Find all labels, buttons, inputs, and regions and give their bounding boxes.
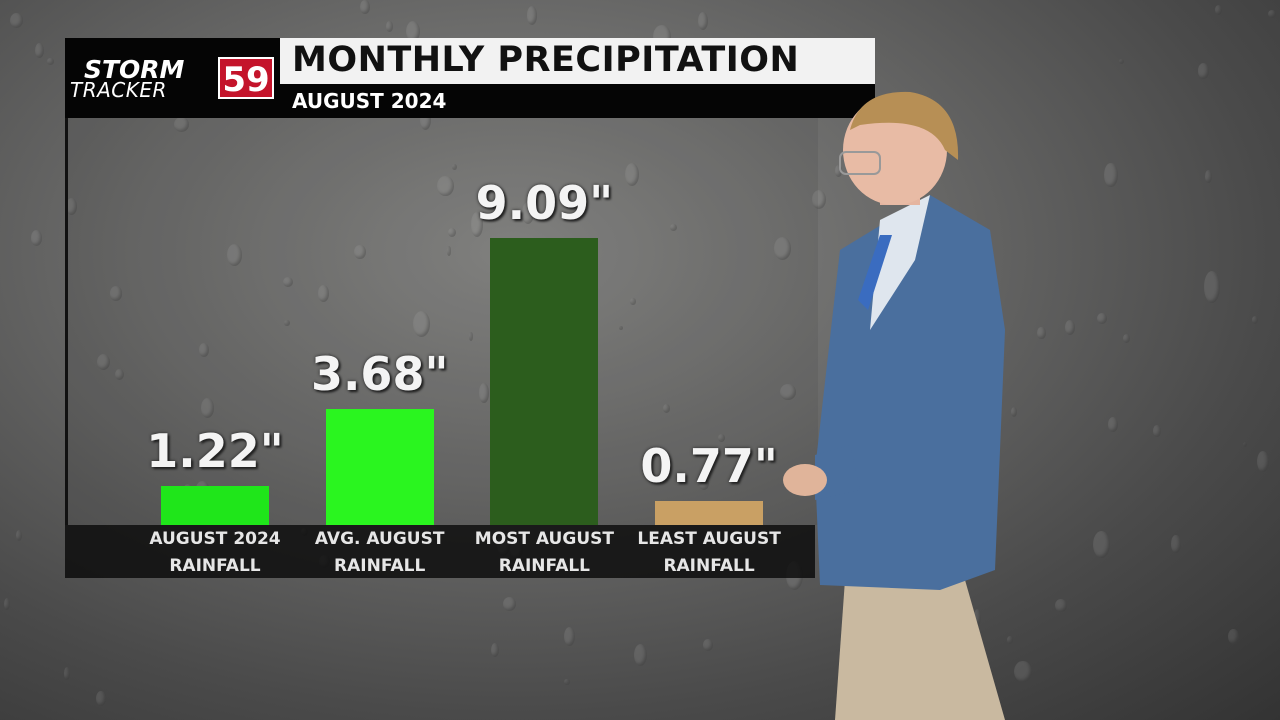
rain-drop bbox=[564, 678, 570, 686]
rain-drop bbox=[437, 176, 454, 197]
rain-drop bbox=[468, 331, 474, 341]
rain-drop bbox=[34, 43, 44, 59]
rain-drop bbox=[30, 229, 43, 246]
rain-drop bbox=[47, 58, 54, 65]
rain-drop bbox=[479, 383, 490, 403]
value-label: 1.22" bbox=[146, 424, 284, 479]
rain-drop bbox=[446, 246, 452, 256]
rain-drop bbox=[66, 198, 77, 215]
chart-subtitle: AUGUST 2024 bbox=[292, 89, 447, 113]
rain-drop bbox=[97, 353, 111, 371]
rain-drop bbox=[1242, 442, 1247, 448]
rain-drop bbox=[1257, 450, 1269, 473]
rain-drop bbox=[670, 223, 677, 231]
rain-drop bbox=[283, 276, 294, 287]
rain-drop bbox=[1007, 636, 1014, 644]
bar bbox=[325, 408, 434, 525]
rain-drop bbox=[451, 163, 457, 170]
rain-drop bbox=[633, 643, 647, 666]
rain-drop bbox=[1204, 170, 1213, 184]
rain-drop bbox=[109, 286, 123, 301]
chart-title: MONTHLY PRECIPITATION bbox=[292, 40, 800, 80]
rain-drop bbox=[1228, 629, 1239, 644]
rain-drop bbox=[773, 236, 792, 261]
rain-drop bbox=[526, 5, 538, 25]
rain-drop bbox=[624, 163, 640, 187]
x-tick-label: LEAST AUGUST RAINFALL bbox=[637, 529, 781, 576]
rain-drop bbox=[406, 20, 421, 42]
rain-drop bbox=[1104, 163, 1118, 188]
rain-drop bbox=[386, 20, 393, 32]
rain-drop bbox=[326, 352, 331, 360]
rain-drop bbox=[697, 11, 709, 31]
rain-drop bbox=[630, 297, 636, 305]
rain-drop bbox=[3, 597, 11, 611]
rain-drop bbox=[1107, 417, 1119, 433]
rain-drop bbox=[811, 190, 826, 210]
rain-drop bbox=[1268, 10, 1277, 19]
rain-drop bbox=[200, 397, 215, 418]
rain-drop bbox=[1197, 63, 1210, 79]
rain-drop bbox=[9, 12, 23, 29]
rain-drop bbox=[521, 201, 534, 224]
rain-drop bbox=[1251, 316, 1259, 325]
rain-drop bbox=[1037, 326, 1046, 340]
rain-drop bbox=[618, 325, 623, 330]
logo-text: STORM bbox=[84, 55, 185, 84]
rain-drop bbox=[1014, 660, 1032, 683]
rain-drop bbox=[563, 626, 575, 646]
label-band bbox=[65, 525, 815, 578]
rain-drop bbox=[702, 639, 714, 651]
rain-drop bbox=[63, 666, 71, 680]
rain-drop bbox=[503, 597, 517, 612]
rain-drop bbox=[95, 690, 106, 707]
rain-drop bbox=[226, 244, 243, 267]
rain-drop bbox=[354, 244, 366, 260]
bar bbox=[490, 238, 599, 525]
rain-drop bbox=[16, 529, 23, 541]
x-tick-label: AVG. AUGUST RAINFALL bbox=[314, 529, 445, 576]
rain-drop bbox=[318, 285, 330, 302]
rain-drop bbox=[718, 433, 726, 442]
rain-drop bbox=[698, 477, 709, 490]
rain-drop bbox=[1055, 598, 1067, 612]
rain-drop bbox=[973, 609, 982, 625]
rain-drop bbox=[114, 368, 125, 381]
rain-drop bbox=[1097, 313, 1108, 325]
logo-text: TRACKER bbox=[70, 78, 167, 102]
value-label: 3.68" bbox=[310, 346, 449, 401]
rain-drop bbox=[360, 0, 370, 14]
value-label: 9.09" bbox=[475, 176, 614, 230]
rain-drop bbox=[662, 404, 671, 414]
rain-drop bbox=[412, 311, 431, 338]
rain-drop bbox=[780, 383, 796, 400]
bar bbox=[161, 486, 269, 525]
rain-drop bbox=[1122, 334, 1131, 344]
title-bar bbox=[280, 38, 875, 84]
rain-drop bbox=[470, 212, 484, 238]
bar bbox=[655, 500, 764, 525]
rain-drop bbox=[284, 319, 291, 327]
rain-drop bbox=[173, 116, 189, 132]
rain-drop bbox=[1064, 320, 1075, 335]
rain-drop bbox=[835, 165, 842, 177]
rain-drop bbox=[1203, 271, 1221, 304]
rain-drop bbox=[447, 227, 456, 237]
x-tick-label: AUGUST 2024 RAINFALL bbox=[149, 529, 281, 576]
rain-drop bbox=[198, 342, 210, 357]
rain-drop bbox=[1152, 425, 1162, 437]
rain-drop bbox=[490, 643, 499, 658]
rain-drop bbox=[1118, 58, 1125, 65]
value-label: 0.77" bbox=[640, 438, 778, 493]
rain-drop bbox=[1010, 406, 1018, 417]
logo-number: 59 bbox=[218, 57, 274, 100]
rain-drop bbox=[1092, 530, 1110, 559]
plot-area bbox=[65, 118, 818, 525]
rain-drop bbox=[1214, 4, 1223, 16]
x-tick-label: MOST AUGUST RAINFALL bbox=[474, 529, 614, 576]
rain-drop bbox=[419, 109, 432, 130]
rain-drop bbox=[1171, 535, 1181, 554]
